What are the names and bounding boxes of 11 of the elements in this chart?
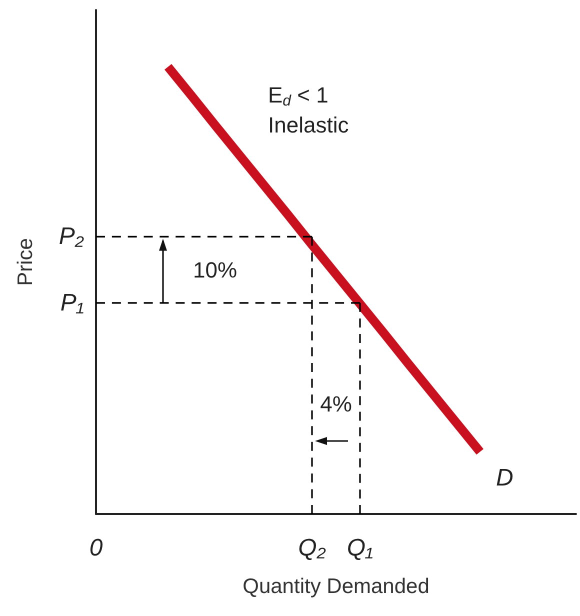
annotation: Inelastic	[268, 112, 349, 138]
series-label: D	[496, 464, 514, 492]
text: P₁	[60, 289, 84, 316]
annotation: 4%	[320, 392, 352, 416]
x-tick-label: 0	[89, 534, 104, 562]
y-axis-title: Price	[14, 238, 37, 286]
x-axis-title: Quantity Demanded	[242, 575, 430, 598]
text: P₂	[58, 223, 84, 250]
annotation: 10%	[193, 257, 238, 282]
x-tick-label: Q₂	[298, 534, 326, 562]
x-tick-label: Q₁	[346, 534, 374, 562]
